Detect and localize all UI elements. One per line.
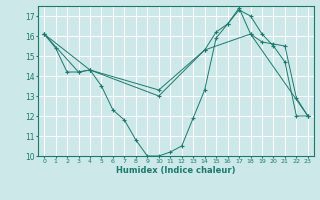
X-axis label: Humidex (Indice chaleur): Humidex (Indice chaleur): [116, 166, 236, 175]
